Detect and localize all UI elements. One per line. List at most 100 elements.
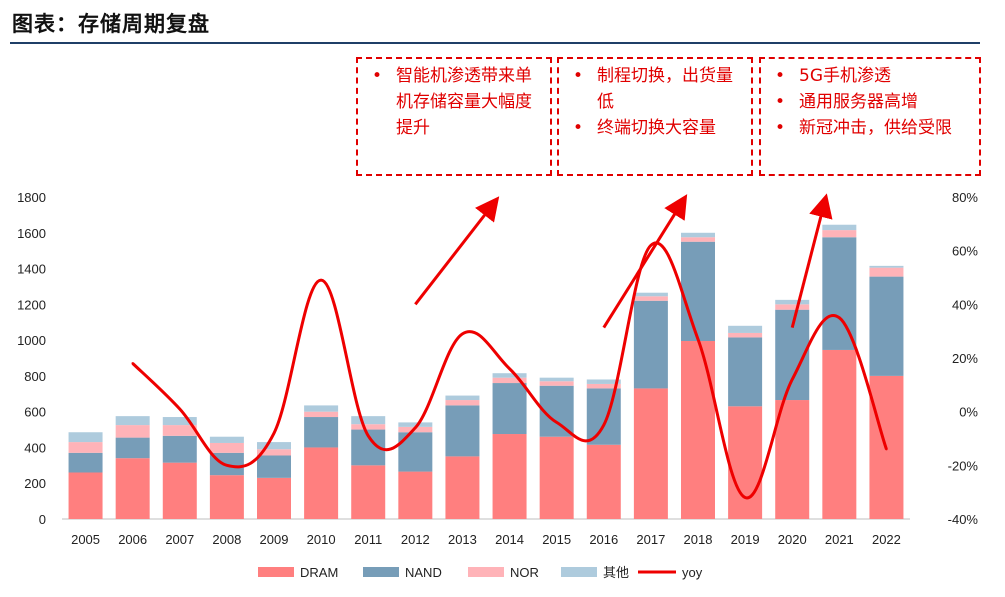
annotation-item: 新冠冲击，供给受限 xyxy=(769,115,971,141)
bar-nand xyxy=(633,300,668,389)
bar-nand xyxy=(728,337,763,407)
legend-swatch xyxy=(561,567,597,577)
bar-nand xyxy=(68,452,103,473)
bar-dram xyxy=(68,472,103,519)
y-right-tick-label: 0% xyxy=(959,405,978,420)
trend-arrow xyxy=(790,193,833,328)
x-tick-label: 2016 xyxy=(589,532,618,547)
annotation-box-smartphone: 智能机渗透带来单机存储容量大幅度提升 xyxy=(356,57,552,176)
x-tick-label: 2005 xyxy=(71,532,100,547)
bar-nand xyxy=(822,237,857,350)
x-tick-label: 2019 xyxy=(731,532,760,547)
legend-label: DRAM xyxy=(300,565,338,580)
x-tick-label: 2011 xyxy=(354,532,382,547)
bar-nor xyxy=(351,424,386,430)
bar-dram xyxy=(304,447,339,519)
legend-swatch xyxy=(468,567,504,577)
yoy-point xyxy=(791,378,794,381)
legend-label: NOR xyxy=(510,565,539,580)
y-right-tick-label: 40% xyxy=(952,297,978,312)
bar-nand xyxy=(492,383,527,435)
bar-其他 xyxy=(445,395,480,401)
y-left-tick-label: 400 xyxy=(24,440,46,455)
yoy-point xyxy=(319,278,323,282)
y-left-tick-label: 1000 xyxy=(17,333,46,348)
bar-nand xyxy=(257,455,291,478)
yoy-point xyxy=(461,332,464,336)
bar-其他 xyxy=(257,442,291,450)
bar-nor xyxy=(162,425,197,436)
y-right-tick-label: -20% xyxy=(948,458,979,473)
bar-dram xyxy=(681,341,715,519)
legend-label: 其他 xyxy=(603,565,629,580)
bar-其他 xyxy=(681,232,715,238)
x-tick-label: 2009 xyxy=(260,532,289,547)
bar-nor xyxy=(68,442,103,453)
bar-nand xyxy=(869,276,904,376)
x-tick-label: 2015 xyxy=(542,532,571,547)
yoy-point xyxy=(367,434,370,438)
annotation-item: 5G手机渗透 xyxy=(769,63,971,89)
x-tick-label: 2006 xyxy=(118,532,147,547)
yoy-point xyxy=(414,426,417,429)
bar-nor xyxy=(681,237,715,242)
bar-nor xyxy=(257,449,291,456)
x-tick-label: 2018 xyxy=(684,532,713,547)
y-left-tick-label: 200 xyxy=(24,476,46,491)
x-tick-label: 2021 xyxy=(825,532,854,547)
bar-dram xyxy=(539,436,574,519)
bar-其他 xyxy=(162,417,197,426)
bar-dram xyxy=(115,458,150,519)
bar-nand xyxy=(681,241,715,342)
x-tick-label: 2008 xyxy=(212,532,241,547)
title-divider xyxy=(10,42,980,44)
bar-dram xyxy=(728,406,763,519)
bar-nand xyxy=(445,405,480,457)
x-tick-label: 2010 xyxy=(307,532,336,547)
bar-nor xyxy=(586,383,621,389)
y-left-tick-label: 1600 xyxy=(17,226,46,241)
y-right-tick-label: 60% xyxy=(952,244,978,259)
bar-其他 xyxy=(398,422,433,427)
yoy-point xyxy=(272,431,276,435)
bar-其他 xyxy=(869,265,904,268)
annotation-item: 制程切换，出货量低 xyxy=(567,63,743,115)
bar-其他 xyxy=(822,224,857,231)
y-left-tick-label: 600 xyxy=(24,405,46,420)
bar-nor xyxy=(115,425,150,438)
bar-其他 xyxy=(304,405,339,412)
bar-nand xyxy=(586,388,621,445)
bar-dram xyxy=(586,444,621,519)
yoy-point xyxy=(178,407,181,411)
y-right-tick-label: -40% xyxy=(948,512,979,527)
bar-nand xyxy=(304,417,339,448)
bar-nor xyxy=(728,332,763,338)
bar-nor xyxy=(869,267,904,277)
bar-其他 xyxy=(68,432,103,443)
annotation-box-process: 制程切换，出货量低 终端切换大容量 xyxy=(557,57,753,176)
bar-其他 xyxy=(492,373,527,378)
bar-dram xyxy=(633,388,668,519)
bar-dram xyxy=(822,349,857,519)
bar-其他 xyxy=(351,416,386,425)
y-left-tick-label: 800 xyxy=(24,369,46,384)
yoy-point xyxy=(649,244,653,247)
annotation-box-5g: 5G手机渗透 通用服务器高增 新冠冲击，供给受限 xyxy=(759,57,981,176)
annotation-item: 智能机渗透带来单机存储容量大幅度提升 xyxy=(366,63,542,141)
bar-dram xyxy=(445,456,480,519)
bar-其他 xyxy=(775,299,810,305)
bar-其他 xyxy=(633,292,668,297)
x-tick-label: 2007 xyxy=(165,532,194,547)
y-left-tick-label: 1200 xyxy=(17,297,46,312)
bar-其他 xyxy=(209,436,244,443)
bar-其他 xyxy=(115,416,150,426)
yoy-point xyxy=(743,496,747,499)
yoy-point xyxy=(508,367,511,370)
bar-nor xyxy=(775,304,810,310)
y-left-tick-label: 1400 xyxy=(17,262,46,277)
y-right-tick-label: 80% xyxy=(952,190,978,205)
legend-swatch xyxy=(363,567,399,577)
bar-dram xyxy=(209,475,244,519)
bar-其他 xyxy=(728,325,763,333)
